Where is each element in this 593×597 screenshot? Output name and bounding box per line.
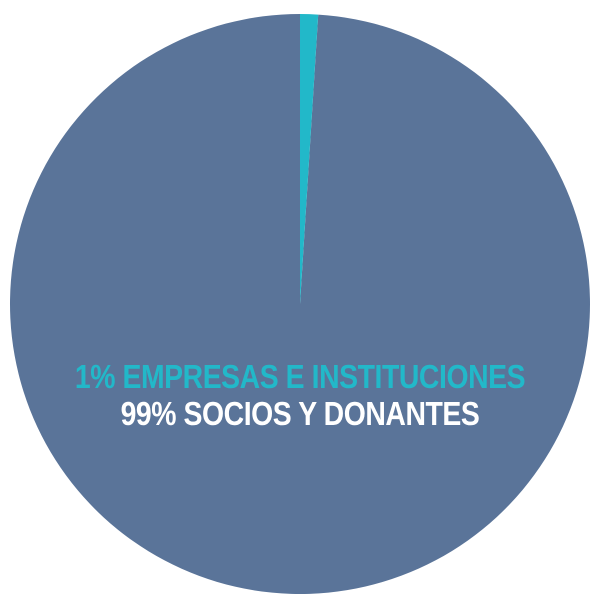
slice-label-socios: 99% SOCIOS Y DONANTES [121,395,480,433]
pie-slice-empresas [300,14,319,304]
slice-label-empresas: 1% EMPRESAS E INSTITUCIONES [75,358,525,396]
pie-labels: 1% EMPRESAS E INSTITUCIONES 99% SOCIOS Y… [75,358,526,433]
pie-slice-socios [9,14,590,595]
pie-slices [9,14,590,595]
